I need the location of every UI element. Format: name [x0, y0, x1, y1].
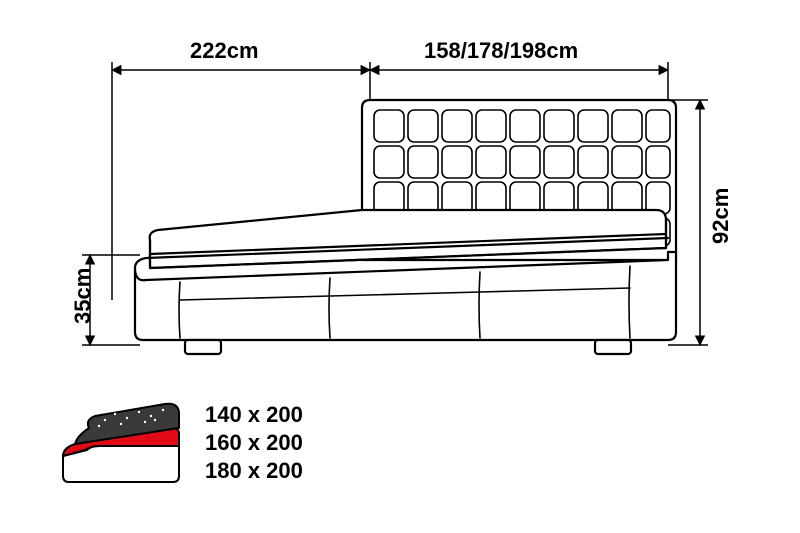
label-height: 92cm [708, 188, 734, 244]
label-base-height: 35cm [70, 268, 96, 324]
label-depth: 222cm [190, 38, 259, 64]
mattress-sizes-icon [55, 398, 190, 493]
size-option-1: 140 x 200 [205, 402, 303, 428]
label-width: 158/178/198cm [424, 38, 578, 64]
diagram-canvas: { "dimensions": { "depth_label": "222cm"… [0, 0, 800, 533]
size-option-2: 160 x 200 [205, 430, 303, 456]
size-option-3: 180 x 200 [205, 458, 303, 484]
